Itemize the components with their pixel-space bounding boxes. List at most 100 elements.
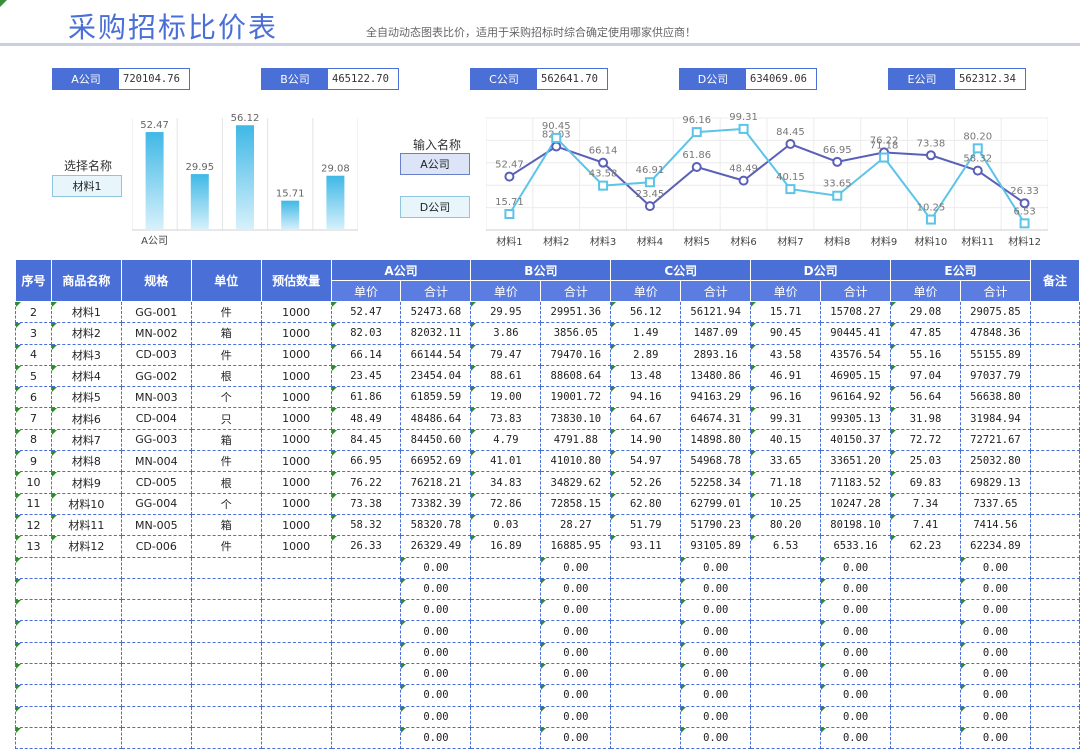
- table-cell[interactable]: 72.72: [890, 429, 961, 452]
- table-cell[interactable]: 0.00: [959, 620, 1031, 643]
- table-cell[interactable]: 0.00: [959, 727, 1031, 749]
- table-cell[interactable]: MN-005: [120, 514, 192, 537]
- table-cell[interactable]: 96164.92: [820, 386, 892, 409]
- table-cell[interactable]: 93105.89: [680, 535, 752, 558]
- table-cell[interactable]: [890, 684, 961, 707]
- table-cell[interactable]: 26329.49: [400, 535, 472, 558]
- table-cell[interactable]: [1029, 684, 1080, 707]
- table-cell[interactable]: 0.00: [959, 642, 1031, 665]
- table-cell[interactable]: [50, 599, 122, 622]
- table-cell[interactable]: [260, 727, 332, 749]
- table-cell[interactable]: [470, 663, 542, 686]
- table-cell[interactable]: 2.89: [610, 344, 682, 366]
- table-cell[interactable]: [15, 599, 52, 622]
- table-cell[interactable]: [470, 706, 542, 728]
- table-cell[interactable]: 66144.54: [400, 344, 472, 366]
- table-cell[interactable]: 0.00: [400, 578, 472, 601]
- table-cell[interactable]: 58320.78: [400, 514, 472, 537]
- table-cell[interactable]: [750, 684, 822, 707]
- table-cell[interactable]: [470, 557, 542, 579]
- table-cell[interactable]: 61.86: [330, 386, 402, 409]
- table-cell[interactable]: 48486.64: [400, 407, 472, 430]
- table-cell[interactable]: [1029, 727, 1080, 749]
- table-cell[interactable]: 54.97: [610, 450, 682, 473]
- table-cell[interactable]: 0.00: [400, 620, 472, 643]
- table-cell[interactable]: [610, 727, 682, 749]
- table-cell[interactable]: 43576.54: [820, 344, 892, 366]
- table-cell[interactable]: [1029, 344, 1080, 366]
- table-cell[interactable]: [610, 642, 682, 665]
- table-cell[interactable]: 0.00: [680, 684, 752, 707]
- table-cell[interactable]: [1029, 429, 1080, 452]
- table-cell[interactable]: 29.95: [470, 301, 542, 324]
- table-cell[interactable]: [190, 684, 262, 707]
- table-cell[interactable]: [610, 706, 682, 728]
- table-cell[interactable]: [120, 557, 192, 579]
- table-cell[interactable]: 0.00: [820, 684, 892, 707]
- table-cell[interactable]: 10: [15, 471, 52, 494]
- table-cell[interactable]: 90.45: [750, 322, 822, 345]
- table-cell[interactable]: 箱: [190, 514, 262, 537]
- table-cell[interactable]: 9: [15, 450, 52, 473]
- table-cell[interactable]: 29075.85: [959, 301, 1031, 324]
- table-cell[interactable]: 0.00: [540, 663, 612, 686]
- table-cell[interactable]: 个: [190, 386, 262, 409]
- table-cell[interactable]: 41010.80: [540, 450, 612, 473]
- table-cell[interactable]: 只: [190, 407, 262, 430]
- table-cell[interactable]: [190, 620, 262, 643]
- table-cell[interactable]: 4: [15, 344, 52, 366]
- table-cell[interactable]: [15, 557, 52, 579]
- table-cell[interactable]: [260, 706, 332, 728]
- table-cell[interactable]: 6.53: [750, 535, 822, 558]
- table-cell[interactable]: 40.15: [750, 429, 822, 452]
- table-cell[interactable]: 10.25: [750, 493, 822, 515]
- table-cell[interactable]: [750, 727, 822, 749]
- table-cell[interactable]: GG-002: [120, 365, 192, 388]
- table-cell[interactable]: [890, 706, 961, 728]
- table-cell[interactable]: [750, 642, 822, 665]
- table-cell[interactable]: [190, 557, 262, 579]
- table-cell[interactable]: [260, 599, 332, 622]
- table-cell[interactable]: 99305.13: [820, 407, 892, 430]
- table-cell[interactable]: 0.00: [400, 663, 472, 686]
- table-cell[interactable]: 12: [15, 514, 52, 537]
- table-cell[interactable]: 82032.11: [400, 322, 472, 345]
- table-cell[interactable]: [120, 706, 192, 728]
- table-cell[interactable]: 0.00: [400, 642, 472, 665]
- table-cell[interactable]: 0.00: [680, 599, 752, 622]
- table-cell[interactable]: 40150.37: [820, 429, 892, 452]
- table-cell[interactable]: 76218.21: [400, 471, 472, 494]
- table-cell[interactable]: 61859.59: [400, 386, 472, 409]
- table-cell[interactable]: 71.18: [750, 471, 822, 494]
- table-cell[interactable]: 41.01: [470, 450, 542, 473]
- company-total-a[interactable]: A公司 720104.76: [52, 68, 190, 90]
- table-cell[interactable]: 58.32: [330, 514, 402, 537]
- table-cell[interactable]: [1029, 642, 1080, 665]
- table-cell[interactable]: 23.45: [330, 365, 402, 388]
- table-cell[interactable]: 56.12: [610, 301, 682, 324]
- table-cell[interactable]: 0.00: [540, 706, 612, 728]
- table-cell[interactable]: [330, 642, 402, 665]
- table-cell[interactable]: 29951.36: [540, 301, 612, 324]
- table-cell[interactable]: 6533.16: [820, 535, 892, 558]
- table-cell[interactable]: 0.00: [680, 706, 752, 728]
- table-cell[interactable]: [120, 727, 192, 749]
- table-cell[interactable]: 3: [15, 322, 52, 345]
- table-cell[interactable]: [15, 727, 52, 749]
- table-cell[interactable]: GG-001: [120, 301, 192, 324]
- table-cell[interactable]: 72.86: [470, 493, 542, 515]
- table-cell[interactable]: [1029, 578, 1080, 601]
- table-cell[interactable]: [890, 727, 961, 749]
- table-cell[interactable]: 34.83: [470, 471, 542, 494]
- table-cell[interactable]: 46.91: [750, 365, 822, 388]
- table-cell[interactable]: 1000: [260, 301, 332, 324]
- table-cell[interactable]: [15, 706, 52, 728]
- table-cell[interactable]: 0.03: [470, 514, 542, 537]
- table-cell[interactable]: [750, 599, 822, 622]
- table-cell[interactable]: 箱: [190, 429, 262, 452]
- table-cell[interactable]: 76.22: [330, 471, 402, 494]
- table-cell[interactable]: 0.00: [540, 642, 612, 665]
- table-cell[interactable]: [330, 557, 402, 579]
- table-cell[interactable]: 0.00: [959, 706, 1031, 728]
- table-cell[interactable]: [120, 620, 192, 643]
